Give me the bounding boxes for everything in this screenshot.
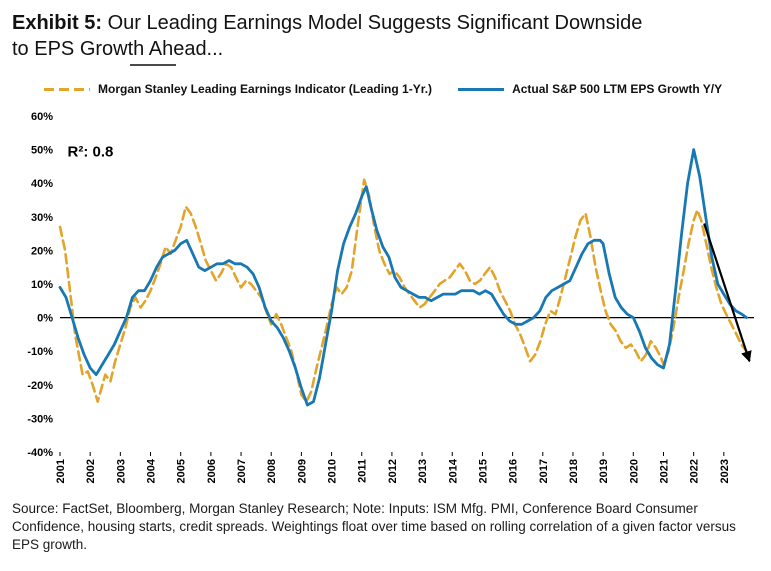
page-title: Exhibit 5: Our Leading Earnings Model Su… <box>12 10 757 62</box>
solid-line-swatch-icon <box>458 87 505 91</box>
title-line-2: to EPS Growth Ahead... <box>12 38 224 60</box>
x-tick-label: 2019 <box>598 459 610 483</box>
x-tick-label: 2005 <box>176 459 188 483</box>
downside-arrow <box>703 223 752 363</box>
x-tick-label: 2017 <box>538 459 550 483</box>
x-tick-label: 2023 <box>719 459 731 483</box>
x-tick-label: 2002 <box>85 459 97 483</box>
x-tick-label: 2007 <box>236 459 248 483</box>
y-tick-label: 10% <box>31 279 53 291</box>
x-tick-label: 2021 <box>658 459 670 483</box>
x-tick-label: 2008 <box>266 459 278 483</box>
x-tick-label: 2001 <box>55 459 67 483</box>
x-tick-label: 2009 <box>296 459 308 483</box>
source-text: Source: FactSet, Bloomberg, Morgan Stanl… <box>12 501 736 552</box>
legend-item-actual-eps: Actual S&P 500 LTM EPS Growth Y/Y <box>458 82 722 96</box>
x-tick-label: 2022 <box>689 459 701 483</box>
leading-indicator-line <box>58 178 748 403</box>
x-tick-label: 2003 <box>115 459 127 483</box>
y-tick-label: -20% <box>27 380 53 392</box>
exhibit-header: Exhibit 5: Our Leading Earnings Model Su… <box>0 0 771 66</box>
x-tick-label: 2013 <box>417 459 429 483</box>
exhibit-number-label: Exhibit 5: <box>12 12 103 34</box>
y-tick-label: -30% <box>27 413 53 425</box>
y-tick-label: -40% <box>27 447 53 459</box>
x-tick-label: 2014 <box>447 458 459 483</box>
x-tick-label: 2011 <box>357 459 369 483</box>
x-tick-label: 2016 <box>508 459 520 483</box>
actual-eps-line <box>58 148 748 407</box>
chart-legend: Morgan Stanley Leading Earnings Indicato… <box>44 82 771 96</box>
dashed-line-swatch-icon <box>44 87 90 91</box>
x-tick-label: 2020 <box>628 459 640 483</box>
r-squared-label: R²: 0.8 <box>68 143 114 160</box>
legend-label-actual-eps: Actual S&P 500 LTM EPS Growth Y/Y <box>512 82 723 96</box>
y-tick-label: 0% <box>37 313 53 325</box>
x-tick-label: 2010 <box>327 459 339 483</box>
x-tick-label: 2018 <box>568 459 580 483</box>
x-tick-label: 2015 <box>477 459 489 483</box>
x-tick-label: 2006 <box>206 459 218 483</box>
title-underline <box>130 64 176 66</box>
y-tick-label: 40% <box>31 178 53 190</box>
legend-item-leading-indicator: Morgan Stanley Leading Earnings Indicato… <box>44 82 432 96</box>
y-tick-label: 60% <box>31 111 53 123</box>
x-tick-label: 2004 <box>146 458 158 483</box>
y-tick-label: 30% <box>31 212 53 224</box>
x-tick-label: 2012 <box>387 459 399 483</box>
legend-label-leading-indicator: Morgan Stanley Leading Earnings Indicato… <box>98 82 433 96</box>
y-tick-label: 50% <box>31 145 53 157</box>
y-tick-label: 20% <box>31 245 53 257</box>
title-line-1: Our Leading Earnings Model Suggests Sign… <box>107 12 643 34</box>
y-tick-label: -10% <box>27 346 53 358</box>
eps-growth-line-chart: 60% 50% 40% 30% 20% 10% 0% -10% -20% -30% -40%2001… <box>27 111 754 483</box>
source-note: Source: FactSet, Bloomberg, Morgan Stanl… <box>12 500 760 554</box>
